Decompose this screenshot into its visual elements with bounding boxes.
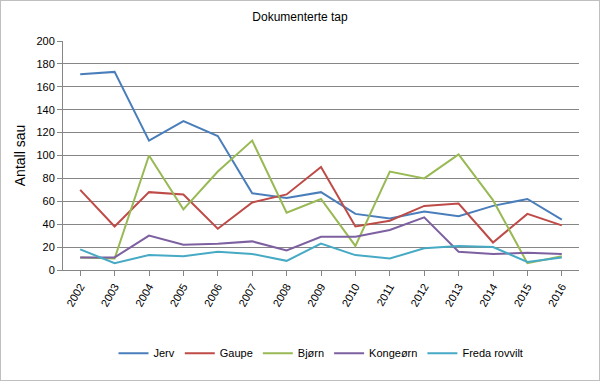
svg-text:Dokumenterte tap: Dokumenterte tap: [252, 10, 348, 24]
svg-text:2014: 2014: [477, 281, 500, 308]
svg-text:2015: 2015: [511, 281, 534, 308]
svg-text:120: 120: [36, 126, 54, 138]
svg-text:2004: 2004: [133, 281, 156, 308]
svg-text:2002: 2002: [64, 281, 87, 308]
svg-text:2011: 2011: [374, 281, 396, 307]
svg-text:2009: 2009: [305, 281, 328, 308]
svg-text:2006: 2006: [202, 281, 225, 308]
svg-text:2013: 2013: [442, 281, 465, 308]
svg-text:2012: 2012: [408, 281, 431, 308]
svg-text:80: 80: [43, 172, 55, 184]
svg-text:180: 180: [36, 58, 54, 70]
svg-text:2008: 2008: [270, 281, 293, 308]
svg-text:0: 0: [49, 264, 55, 276]
svg-text:2007: 2007: [236, 281, 259, 308]
svg-text:Antall sau: Antall sau: [12, 125, 28, 186]
svg-text:2005: 2005: [167, 281, 190, 308]
svg-text:20: 20: [43, 241, 55, 253]
svg-text:2010: 2010: [339, 281, 362, 308]
svg-text:Gaupe: Gaupe: [220, 347, 253, 359]
svg-text:200: 200: [36, 35, 54, 47]
svg-text:Jerv: Jerv: [154, 347, 175, 359]
svg-text:Freda rovvilt: Freda rovvilt: [462, 347, 523, 359]
svg-text:Kongeørn: Kongeørn: [369, 347, 417, 359]
svg-text:160: 160: [36, 81, 54, 93]
svg-text:40: 40: [43, 218, 55, 230]
svg-text:60: 60: [43, 195, 55, 207]
svg-text:100: 100: [36, 149, 54, 161]
svg-text:Bjørn: Bjørn: [298, 347, 324, 359]
svg-text:2016: 2016: [546, 281, 569, 308]
svg-text:140: 140: [36, 104, 54, 116]
svg-text:2003: 2003: [98, 281, 121, 308]
